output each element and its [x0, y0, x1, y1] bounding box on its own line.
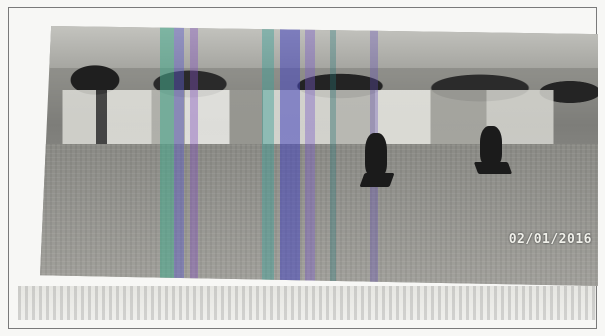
player-figure	[480, 126, 502, 166]
color-artifact-stripe	[190, 26, 198, 286]
scan-smudge	[18, 286, 596, 320]
background-buildings	[40, 90, 598, 145]
player-legs	[359, 173, 395, 187]
player-figure	[365, 133, 387, 177]
color-artifact-stripe	[262, 26, 274, 286]
color-artifact-stripe	[280, 26, 300, 286]
field-photo: 02/01/2016	[40, 26, 598, 286]
color-artifact-stripe	[305, 26, 315, 286]
player-legs	[473, 162, 513, 174]
grass-field	[40, 144, 598, 286]
color-artifact-stripe	[160, 26, 174, 286]
color-artifact-stripe	[330, 26, 336, 286]
date-stamp: 02/01/2016	[508, 232, 592, 247]
color-artifact-stripe	[174, 26, 184, 286]
